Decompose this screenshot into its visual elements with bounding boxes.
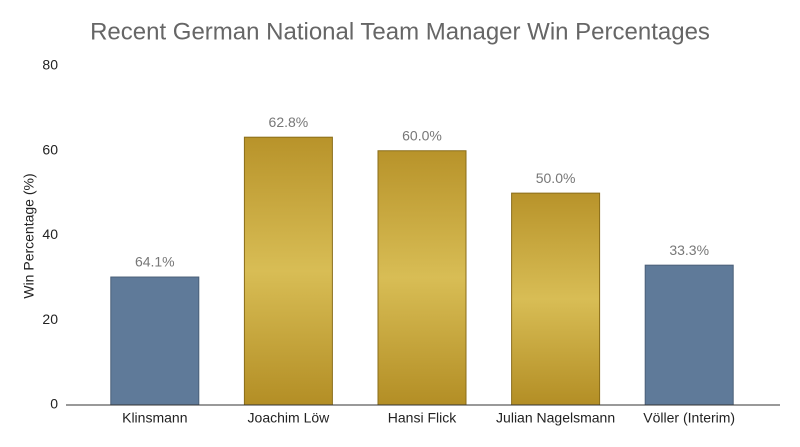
- bar: [243, 136, 333, 406]
- x-tick-label: Völler (Interim): [643, 410, 735, 426]
- bar-label: 60.0%: [402, 127, 442, 143]
- bar-label: 62.8%: [269, 114, 309, 130]
- x-tick-label: Klinsmann: [122, 410, 187, 426]
- y-tick-label: 40: [42, 226, 58, 242]
- bar-label: 50.0%: [536, 170, 576, 186]
- y-tick-label: 80: [42, 57, 58, 73]
- y-tick-label: 60: [42, 141, 58, 157]
- x-tick-label: Julian Nagelsmann: [496, 410, 615, 426]
- x-tick-label: Hansi Flick: [388, 410, 457, 426]
- bar: [511, 192, 601, 406]
- y-axis-label: Win Percentage (%): [21, 173, 37, 298]
- y-tick-label: 20: [42, 311, 58, 327]
- chart-title: Recent German National Team Manager Win …: [90, 18, 710, 45]
- x-tick-label: Joachim Löw: [248, 410, 331, 426]
- bar-label: 33.3%: [669, 242, 709, 258]
- bar: [644, 264, 734, 406]
- bar: [377, 150, 467, 406]
- y-tick-label: 0: [50, 396, 58, 412]
- bar-label: 64.1%: [135, 254, 175, 270]
- bar: [110, 276, 200, 406]
